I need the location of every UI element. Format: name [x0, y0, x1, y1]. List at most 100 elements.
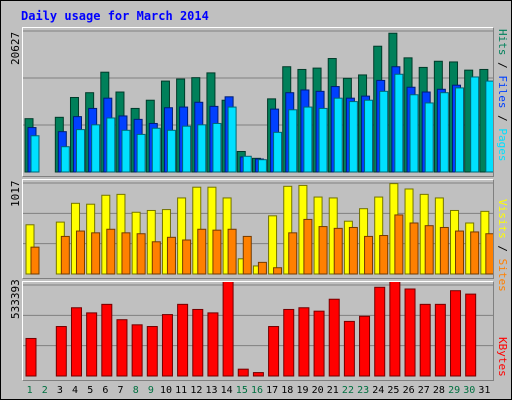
y-max-label-visits: 1017: [9, 180, 22, 208]
bar-pages-fill: [364, 99, 374, 173]
bar-kbytes: [177, 303, 189, 377]
bar-pages-fill: [75, 129, 85, 173]
x-tick-label: 5: [87, 385, 94, 396]
legend-visits: Visits: [496, 199, 509, 239]
bar-kbytes: [359, 315, 371, 377]
bar-sites: [30, 246, 40, 275]
bar-kbytes: [86, 312, 98, 377]
bar-kbytes: [374, 286, 386, 377]
bar-kbytes-fill: [283, 308, 295, 377]
bar-sites: [288, 232, 298, 275]
bar-pages: [318, 107, 328, 173]
x-tick-label: 13: [205, 385, 218, 396]
bar-pages-fill: [60, 146, 70, 173]
bar-pages: [242, 155, 252, 173]
bar-sites-fill: [379, 235, 389, 275]
bar-kbytes-fill: [86, 312, 98, 377]
bar-sites: [151, 241, 161, 275]
bar-visits-fill: [268, 215, 278, 275]
legend-sep-3: /: [496, 238, 509, 259]
bar-visits: [177, 197, 187, 275]
bar-kbytes-fill: [298, 307, 310, 377]
bar-sites: [424, 225, 434, 275]
bar-kbytes-fill: [25, 337, 37, 377]
bar-visits: [268, 215, 278, 275]
bar-sites: [121, 232, 131, 275]
bar-kbytes: [101, 303, 113, 377]
x-tick-label: 20: [311, 385, 324, 396]
bar-kbytes: [207, 312, 219, 377]
x-tick-label: 2: [41, 385, 48, 396]
bar-sites: [485, 233, 493, 275]
x-tick-label: 29: [448, 385, 461, 396]
bar-pages: [257, 159, 267, 173]
bar-kbytes-fill: [328, 298, 340, 377]
x-tick-label: 18: [281, 385, 294, 396]
x-tick-label: 23: [357, 385, 370, 396]
bar-kbytes-fill: [389, 282, 401, 377]
bar-sites: [273, 267, 283, 275]
bar-sites-fill: [485, 233, 493, 275]
x-tick-label: 19: [296, 385, 309, 396]
bar-sites: [257, 261, 267, 275]
bar-sites: [182, 239, 192, 275]
bar-sites: [303, 218, 313, 275]
x-tick-label: 16: [250, 385, 264, 396]
bar-visits-fill: [283, 185, 293, 275]
x-tick-label: 8: [132, 385, 139, 396]
x-tick-label: 1: [26, 385, 33, 396]
bar-kbytes: [450, 290, 462, 377]
bar-pages: [348, 101, 358, 173]
bar-pages: [60, 146, 70, 173]
bar-sites-fill: [182, 239, 192, 275]
bar-sites: [470, 231, 480, 275]
bar-kbytes: [419, 303, 431, 377]
bar-kbytes: [328, 298, 340, 377]
bar-pages: [30, 135, 40, 173]
hits-files-pages-chart: [23, 30, 493, 173]
x-tick-label: 21: [326, 385, 339, 396]
bar-kbytes: [146, 326, 158, 377]
bar-sites-fill: [455, 230, 465, 275]
x-tick-label: 22: [341, 385, 354, 396]
bar-pages: [121, 129, 131, 173]
x-tick-label: 7: [117, 385, 124, 396]
bar-pages-fill: [257, 159, 267, 173]
bar-pages: [303, 106, 313, 173]
bar-kbytes-fill: [343, 320, 355, 377]
bar-sites: [227, 228, 237, 275]
y-max-label-kbytes: 533393: [9, 279, 22, 319]
bar-sites-fill: [60, 235, 70, 275]
bar-kbytes-fill: [268, 326, 280, 377]
bar-pages-fill: [227, 106, 237, 173]
bar-kbytes: [434, 303, 446, 377]
bar-kbytes: [465, 293, 477, 377]
bar-pages-fill: [151, 127, 161, 173]
bar-sites-fill: [136, 233, 146, 275]
bar-pages-fill: [379, 90, 389, 173]
bar-pages-fill: [136, 133, 146, 173]
bar-pages-fill: [303, 106, 313, 173]
bar-kbytes: [116, 319, 128, 377]
bar-pages-fill: [424, 102, 434, 173]
bar-pages: [455, 87, 465, 173]
bar-sites: [60, 235, 70, 275]
legend-pages: Pages: [496, 128, 509, 162]
bar-pages-fill: [121, 129, 131, 173]
bar-sites: [136, 233, 146, 275]
bar-sites-fill: [106, 228, 116, 275]
bar-kbytes: [404, 288, 416, 377]
bar-kbytes: [131, 324, 143, 377]
bar-visits-fill: [177, 197, 187, 275]
x-tick-label: 30: [463, 385, 476, 396]
hits-panel: [22, 27, 494, 177]
bar-pages: [485, 80, 493, 173]
bar-pages: [197, 124, 207, 173]
bar-kbytes-fill: [313, 310, 325, 377]
bar-sites-fill: [166, 236, 176, 275]
bar-kbytes: [25, 337, 37, 377]
bar-sites: [106, 228, 116, 275]
bar-kbytes-fill: [146, 326, 158, 377]
bar-pages: [151, 127, 161, 173]
bar-pages-fill: [273, 131, 283, 173]
